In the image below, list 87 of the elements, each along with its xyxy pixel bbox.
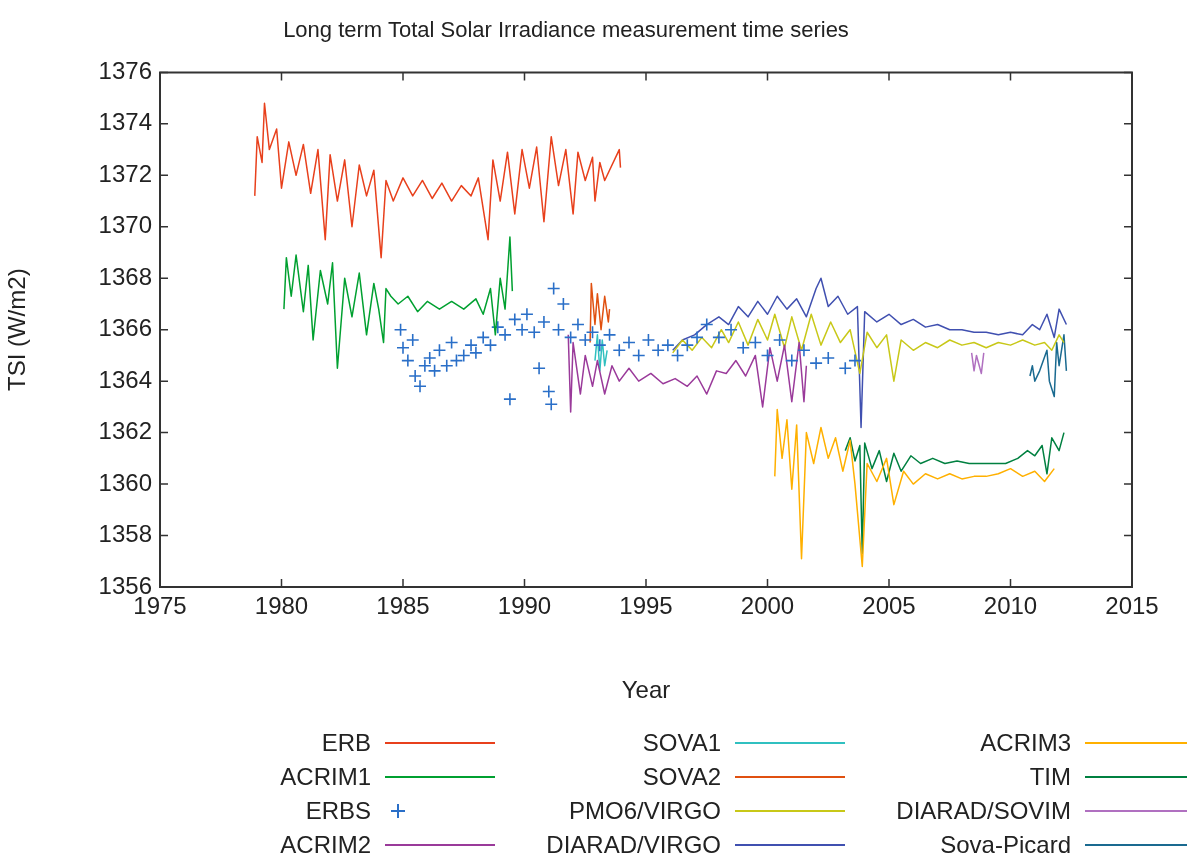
point xyxy=(602,328,617,342)
point xyxy=(401,353,415,368)
legend-label: ERBS xyxy=(304,796,372,826)
point xyxy=(712,330,726,345)
point xyxy=(651,343,665,358)
point xyxy=(520,307,534,322)
y-tick-label: 1360 xyxy=(98,468,152,496)
y-tick-label: 1372 xyxy=(98,159,152,187)
point xyxy=(444,335,459,350)
point xyxy=(413,379,427,394)
x-axis-title: Year xyxy=(621,676,671,704)
y-tick-label: 1374 xyxy=(98,108,152,136)
point xyxy=(503,392,517,406)
point xyxy=(449,353,464,368)
point xyxy=(439,358,454,373)
y-tick-label: 1376 xyxy=(98,57,152,85)
point xyxy=(670,348,685,363)
y-tick-label: 1364 xyxy=(98,365,152,393)
point xyxy=(699,317,714,332)
x-tick-label: 2015 xyxy=(1105,592,1159,620)
point xyxy=(456,348,471,363)
x-tick-label: 1985 xyxy=(376,592,430,620)
point xyxy=(690,330,704,345)
point xyxy=(405,333,420,347)
y-tick-label: 1368 xyxy=(98,262,152,290)
point xyxy=(797,343,811,358)
legend-label: SOVA1 xyxy=(641,728,722,758)
point xyxy=(821,351,836,365)
point xyxy=(641,333,656,347)
point xyxy=(736,340,750,355)
point xyxy=(556,297,571,311)
point xyxy=(432,343,447,358)
point xyxy=(408,369,422,383)
x-tick-label: 2005 xyxy=(862,592,916,620)
x-tick-label: 2010 xyxy=(983,592,1038,620)
legend-label: ERB xyxy=(320,728,372,758)
legend-label: ACRIM1 xyxy=(279,762,372,792)
legend-label: PMO6/VIRGO xyxy=(567,796,722,826)
legend-label: TIM xyxy=(1028,762,1072,792)
point xyxy=(612,343,627,358)
point xyxy=(809,356,823,370)
point xyxy=(546,281,561,296)
point xyxy=(537,315,551,329)
point xyxy=(680,338,695,352)
point xyxy=(631,348,646,363)
point xyxy=(427,364,442,378)
legend-label: Sova-Picard xyxy=(939,830,1072,860)
point xyxy=(393,322,408,337)
y-axis-title: TSI (W/m2) xyxy=(3,268,31,392)
legend-label: ACRIM2 xyxy=(279,830,372,860)
point xyxy=(848,353,862,368)
point xyxy=(571,317,585,332)
point xyxy=(563,330,578,345)
point xyxy=(585,325,600,340)
x-tick-label: 1990 xyxy=(497,592,552,620)
point xyxy=(593,338,607,352)
point xyxy=(622,335,636,350)
chart-title: Long term Total Solar Irradiance measurement time series xyxy=(283,17,849,43)
point xyxy=(760,348,775,363)
legend-label: DIARAD/VIRGO xyxy=(545,830,722,860)
x-tick-label: 1995 xyxy=(619,592,673,620)
point xyxy=(515,322,529,337)
y-tick-label: 1366 xyxy=(98,314,152,342)
point xyxy=(785,353,799,368)
point xyxy=(551,322,566,337)
legend-label: SOVA2 xyxy=(641,762,722,792)
point xyxy=(748,335,763,350)
point xyxy=(396,340,410,355)
point xyxy=(542,384,556,399)
x-tick-label: 2000 xyxy=(740,592,795,620)
point xyxy=(838,361,853,376)
point xyxy=(527,325,542,340)
point xyxy=(507,312,522,327)
y-tick-label: 1362 xyxy=(98,417,152,445)
x-tick-label: 1980 xyxy=(254,592,309,620)
legend-label: DIARAD/SOVIM xyxy=(895,796,1072,826)
point xyxy=(532,361,546,376)
point xyxy=(418,358,432,373)
point xyxy=(661,338,675,352)
point xyxy=(772,333,787,347)
legend-label: ACRIM3 xyxy=(979,728,1072,758)
point xyxy=(422,351,437,365)
y-tick-label: 1358 xyxy=(98,520,152,548)
point xyxy=(578,333,593,347)
y-tick-label: 1370 xyxy=(98,211,152,239)
point xyxy=(544,397,559,412)
point xyxy=(724,322,738,337)
